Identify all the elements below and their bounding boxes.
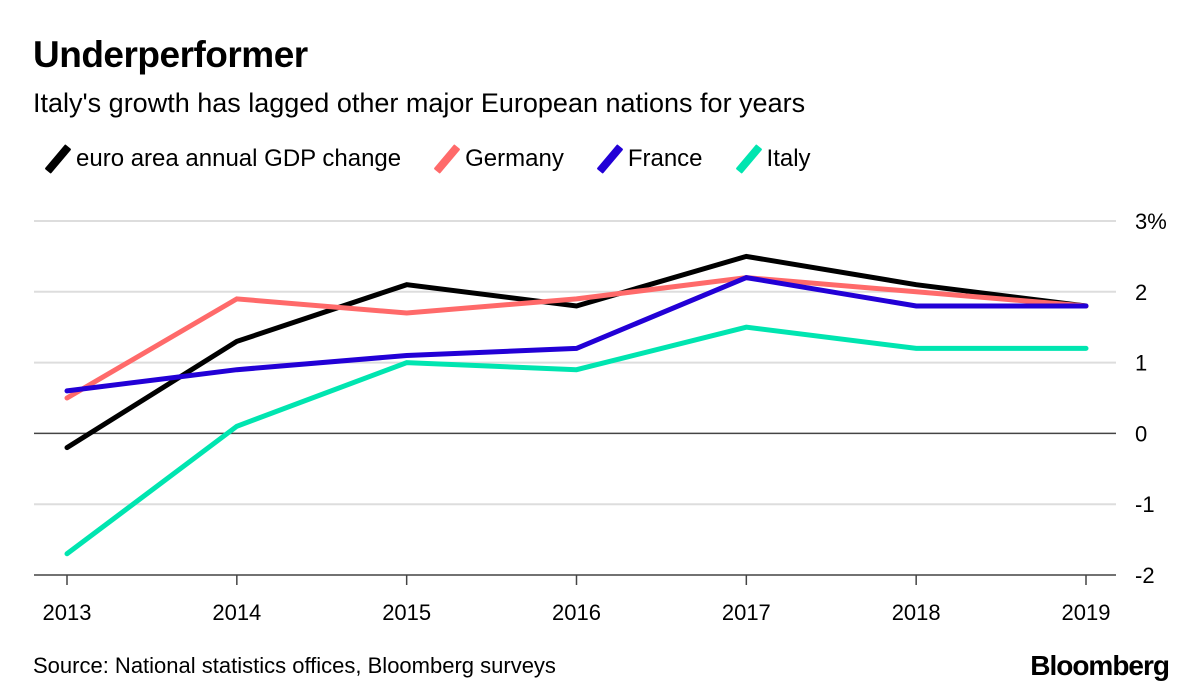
chart-title: Underperformer xyxy=(33,34,308,75)
series-line-italy xyxy=(64,324,1089,557)
x-axis: 2013 2014 2015 2016 2017 2018 2019 xyxy=(43,575,1111,625)
y-tick-label: -2 xyxy=(1135,563,1155,588)
series-line-euro-area-annual-gdp-change xyxy=(64,253,1089,451)
legend-item-euro-area: euro area annual GDP change xyxy=(44,143,402,175)
x-tick-label: 2019 xyxy=(1062,600,1111,625)
y-tick-label: 3% xyxy=(1135,209,1167,234)
series-lines xyxy=(64,253,1089,557)
x-tick-label: 2014 xyxy=(212,600,261,625)
x-tick-label: 2018 xyxy=(892,600,941,625)
x-tick-label: 2017 xyxy=(722,600,771,625)
y-tick-label: -1 xyxy=(1135,492,1155,517)
x-tick-label: 2015 xyxy=(382,600,431,625)
x-tick-label: 2013 xyxy=(43,600,92,625)
chart-subtitle: Italy's growth has lagged other major Eu… xyxy=(33,88,806,118)
x-tick-label: 2016 xyxy=(552,600,601,625)
legend-item-italy: Italy xyxy=(735,143,811,175)
y-tick-label: 2 xyxy=(1135,280,1147,305)
bloomberg-logo: Bloomberg xyxy=(1030,650,1170,681)
legend: euro area annual GDP change Germany Fran… xyxy=(44,143,847,175)
y-tick-label: 0 xyxy=(1135,421,1147,446)
legend-item-germany: Germany xyxy=(433,143,564,175)
legend-item-france: France xyxy=(596,143,703,175)
series-line-germany xyxy=(64,275,1089,401)
legend-label-germany: Germany xyxy=(465,145,564,172)
y-axis-labels: 3% 2 1 0 -1 -2 xyxy=(1135,209,1167,588)
legend-label-italy: Italy xyxy=(766,145,811,172)
series-line-france xyxy=(64,275,1089,394)
y-tick-label: 1 xyxy=(1135,351,1147,376)
legend-label-euro-area: euro area annual GDP change xyxy=(76,145,402,172)
gridlines xyxy=(34,220,1116,576)
source-note: Source: National statistics offices, Blo… xyxy=(33,653,556,678)
legend-label-france: France xyxy=(627,145,703,172)
